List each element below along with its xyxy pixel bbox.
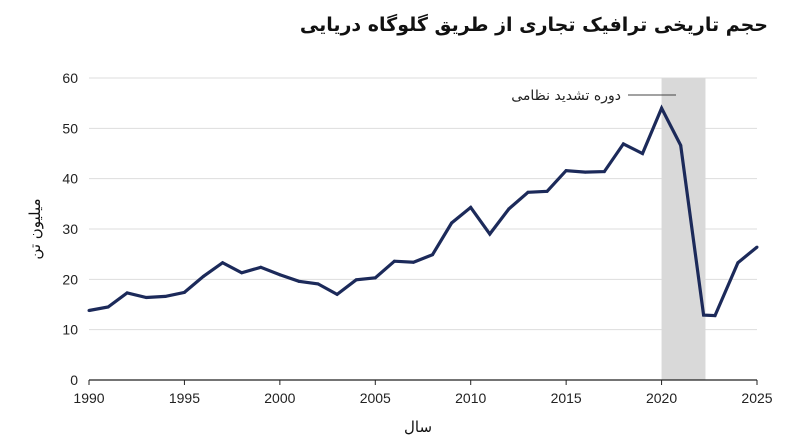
y-tick-label: 0: [70, 372, 78, 388]
data-point: [354, 278, 358, 282]
data-points: [87, 106, 759, 318]
data-point: [564, 169, 568, 173]
y-tick-label: 50: [62, 120, 78, 136]
data-point: [316, 282, 320, 286]
data-point: [660, 106, 664, 110]
series-line: [88, 104, 759, 318]
data-point: [583, 170, 587, 174]
data-point: [125, 291, 129, 295]
x-tick-label: 2025: [741, 390, 772, 406]
data-point: [373, 276, 377, 280]
annotation-label: دوره تشدید نظامی: [511, 88, 621, 104]
x-tick-label: 2000: [264, 390, 295, 406]
data-point: [202, 274, 206, 278]
y-axis-title: میلیون تن: [26, 198, 44, 259]
x-tick-label: 1990: [73, 390, 104, 406]
data-point: [431, 253, 435, 257]
data-point: [259, 265, 263, 269]
data-point: [679, 143, 683, 147]
gridlines: [89, 77, 757, 331]
data-point: [163, 294, 167, 298]
data-point: [526, 190, 530, 194]
data-point: [144, 295, 148, 299]
data-point: [488, 232, 492, 236]
data-point: [736, 261, 740, 265]
data-point: [507, 207, 511, 211]
data-point: [87, 309, 91, 313]
data-point: [240, 271, 244, 275]
y-axis-ticks: 0 10 20 30 40 50 60: [62, 70, 78, 388]
data-point: [755, 245, 759, 249]
x-axis-ticks: 1990 1995 2000 2005 2010 2015 2020 2025: [73, 380, 773, 406]
data-point: [640, 152, 644, 155]
y-tick-label: 10: [62, 322, 78, 338]
y-tick-label: 20: [62, 271, 78, 287]
escalation-annotation: دوره تشدید نظامی: [511, 88, 676, 104]
data-point: [450, 221, 454, 225]
data-point: [182, 290, 186, 294]
data-point: [411, 260, 415, 264]
data-point: [278, 273, 282, 277]
data-point: [702, 313, 706, 317]
data-point: [602, 170, 606, 174]
escalation-period-band: [661, 78, 706, 380]
data-point: [545, 189, 549, 193]
chart-title: حجم تاریخی ترافیک تجاری از طریق گلوگاه د…: [299, 14, 768, 36]
data-point: [469, 205, 473, 209]
x-tick-label: 2020: [646, 390, 677, 406]
y-tick-label: 30: [62, 221, 78, 237]
x-tick-label: 2010: [455, 390, 486, 406]
y-tick-label: 60: [62, 70, 78, 86]
data-point: [106, 305, 110, 309]
x-tick-label: 2005: [360, 390, 391, 406]
data-point: [621, 142, 625, 146]
data-point: [221, 261, 225, 265]
data-point: [297, 279, 301, 283]
x-tick-label: 1995: [169, 390, 200, 406]
data-point: [335, 292, 339, 296]
data-point: [713, 314, 717, 318]
y-tick-label: 40: [62, 171, 78, 187]
x-tick-label: 2015: [551, 390, 582, 406]
x-axis-title: سال: [404, 418, 432, 436]
data-point: [392, 259, 396, 263]
